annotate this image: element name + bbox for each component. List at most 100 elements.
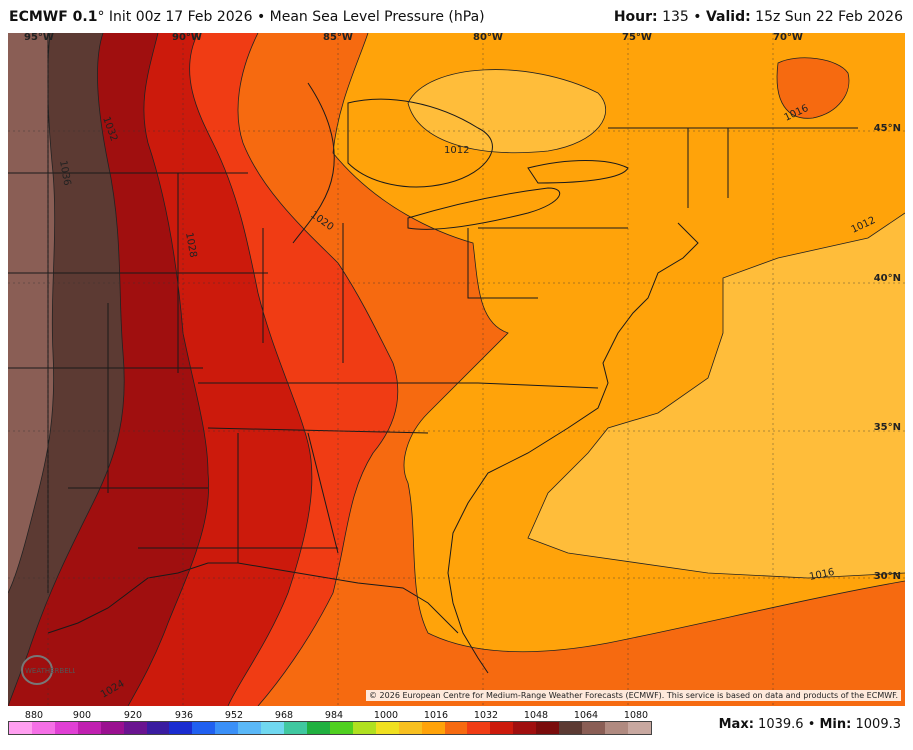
colorbar-swatch: [375, 722, 399, 734]
lon-label-85w: 85°W: [323, 33, 353, 43]
cb-label-984: 984: [324, 710, 344, 721]
hour-label: Hour:: [613, 9, 658, 25]
meridians: [47, 33, 774, 706]
cb-label-1032: 1032: [473, 710, 499, 721]
graticule: [8, 33, 905, 706]
colorbar-swatch: [100, 722, 124, 734]
border-5: [207, 427, 429, 434]
colorbar-swatch: [169, 722, 193, 734]
cb-label-920: 920: [123, 710, 143, 721]
label-1036: 1036: [57, 160, 72, 187]
lat-label-40n: 40°N: [873, 273, 901, 284]
separator-1: •: [256, 9, 266, 25]
colorbar-swatch: [54, 722, 78, 734]
cb-label-952: 952: [224, 710, 244, 721]
init-time: Init 00z 17 Feb 2026: [108, 9, 253, 25]
valid-value: 15z Sun 22 Feb 2026: [755, 9, 903, 25]
cb-label-968: 968: [274, 710, 294, 721]
colorbar-labels: 880 900 920 936 952 968 984 1000 1016 10…: [8, 710, 652, 722]
colorbar-swatch: [490, 722, 514, 734]
colorbar: [8, 721, 652, 735]
colorbar-swatch: [9, 722, 32, 734]
isobar-1012-east: [527, 212, 905, 579]
colorbar-swatch: [444, 722, 468, 734]
cb-label-936: 936: [174, 710, 194, 721]
separator-2: •: [693, 9, 702, 25]
isobar-1036: [8, 33, 56, 594]
min-max-readout: Max: 1039.6 • Min: 1009.3: [719, 717, 901, 732]
model-name: ECMWF 0.1: [9, 9, 98, 25]
colorbar-swatch: [284, 722, 307, 734]
cb-label-900: 900: [72, 710, 92, 721]
border-11: [307, 432, 339, 554]
colorbar-swatch: [513, 722, 537, 734]
band-1008-area: [408, 69, 606, 153]
cb-label-1048: 1048: [523, 710, 549, 721]
colorbar-swatch: [582, 722, 605, 734]
lon-label-70w: 70°W: [773, 33, 803, 43]
colorbar-swatch: [261, 722, 285, 734]
isobar-1028: [127, 33, 210, 706]
max-value: 1039.6: [758, 717, 804, 732]
chart-title: ECMWF 0.1° Init 00z 17 Feb 2026 • Mean S…: [9, 9, 485, 25]
isobar-1016: [332, 33, 905, 653]
header-bar: ECMWF 0.1° Init 00z 17 Feb 2026 • Mean S…: [0, 0, 913, 33]
cb-label-1016: 1016: [423, 710, 449, 721]
cb-label-1064: 1064: [573, 710, 599, 721]
lon-label-90w: 90°W: [172, 33, 202, 43]
logo-text: WEATHERBELL: [25, 667, 75, 675]
lon-label-80w: 80°W: [473, 33, 503, 43]
colorbar-swatch: [627, 722, 651, 734]
min-value: 1009.3: [855, 717, 902, 732]
field-name: Mean Sea Level Pressure (hPa): [269, 9, 485, 25]
isobar-1032: [8, 33, 125, 706]
isobars: [8, 33, 905, 706]
hour-value: 135: [662, 9, 689, 25]
valid-time-block: Hour: 135 • Valid: 15z Sun 22 Feb 2026: [614, 9, 903, 25]
isobar-1016-ne: [776, 57, 850, 119]
colorbar-swatch: [329, 722, 353, 734]
minmax-separator: •: [807, 717, 816, 732]
isobar-1012-lakes: [407, 69, 607, 154]
copyright-credit: © 2026 European Centre for Medium-Range …: [366, 690, 901, 701]
colorbar-swatch: [421, 722, 445, 734]
colorbar-swatch: [146, 722, 170, 734]
colorbar-swatch: [467, 722, 491, 734]
degree-symbol: °: [97, 9, 105, 25]
lake-erie: [407, 187, 560, 230]
map-svg: 1036 1032 1028 1024 1020 1016 1016 1012 …: [8, 33, 905, 706]
label-1012-lakes: 1012: [444, 145, 469, 156]
colorbar-swatch: [192, 722, 216, 734]
coastline-east: [447, 222, 699, 674]
lat-label-35n: 35°N: [873, 422, 901, 433]
label-1016-se: 1016: [808, 567, 835, 583]
pressure-map: 1036 1032 1028 1024 1020 1016 1016 1012 …: [8, 33, 905, 706]
cb-label-1000: 1000: [373, 710, 399, 721]
min-label: Min:: [819, 717, 852, 732]
cb-label-880: 880: [24, 710, 44, 721]
band-1016-northeast: [777, 57, 849, 119]
weatherbell-logo-icon: WEATHERBELL: [21, 655, 75, 685]
colorbar-swatch: [215, 722, 239, 734]
border-4: [198, 382, 599, 389]
colorbar-swatch: [123, 722, 147, 734]
colorbar-swatch: [559, 722, 583, 734]
colorbar-swatch: [306, 722, 330, 734]
valid-label: Valid:: [705, 9, 751, 25]
cb-label-1080: 1080: [623, 710, 649, 721]
isobar-1020: [237, 33, 399, 706]
lake-michigan: [292, 82, 335, 244]
colorbar-swatch: [238, 722, 262, 734]
colorbar-swatch: [398, 722, 422, 734]
isobar-1024: [189, 33, 313, 706]
colorbar-swatch: [77, 722, 101, 734]
colorbar-swatch: [352, 722, 376, 734]
lon-label-95w: 95°W: [24, 33, 54, 43]
max-label: Max:: [718, 717, 754, 732]
border-12: [467, 228, 538, 299]
lat-label-30n: 30°N: [873, 571, 901, 582]
colorbar-swatch: [31, 722, 55, 734]
label-1028: 1028: [183, 232, 198, 259]
colorbar-swatch: [536, 722, 560, 734]
lat-label-45n: 45°N: [873, 123, 901, 134]
